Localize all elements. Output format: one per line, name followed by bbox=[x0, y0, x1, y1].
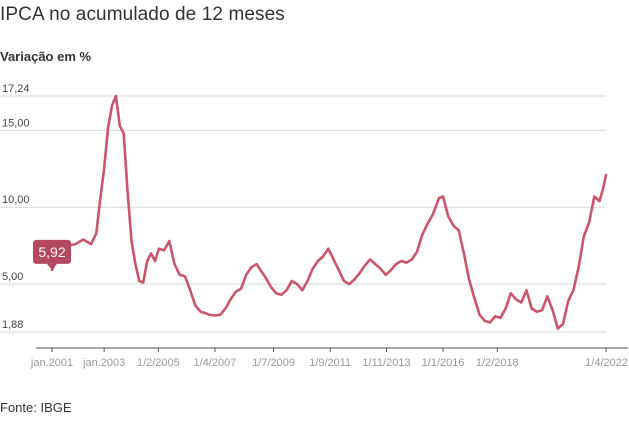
y-tick-label: 15,00 bbox=[2, 117, 30, 129]
start-value-badge-pointer bbox=[47, 263, 57, 270]
x-tick-label: 1/11/2013 bbox=[362, 357, 410, 369]
source-note: Fonte: IBGE bbox=[0, 400, 72, 415]
y-axis-label: Variação em % bbox=[0, 49, 92, 64]
x-tick-label: 1/7/2009 bbox=[252, 357, 295, 369]
grid-lines bbox=[0, 95, 606, 333]
x-tick-label: jan.2001 bbox=[30, 357, 73, 369]
x-tick-label: 1/2/2005 bbox=[137, 357, 180, 369]
x-tick-label: 1/9/2011 bbox=[309, 357, 351, 369]
y-tick-label: 17,24 bbox=[2, 83, 30, 95]
chart-canvas: 1,88 5,00 10,00 15,00 17,24 jan.2001 jan.2003… bbox=[0, 83, 628, 369]
y-tick-label: 1,88 bbox=[2, 319, 23, 331]
x-tick-label: jan.2003 bbox=[82, 357, 125, 369]
start-value-badge-bg bbox=[33, 239, 71, 264]
y-tick-labels: 1,88 5,00 10,00 15,00 17,24 bbox=[2, 83, 30, 331]
x-axis: jan.2001 jan.2003 1/2/2005 1/4/2007 1/7/2009… bbox=[30, 347, 628, 369]
x-tick-label: 1/1/2016 bbox=[422, 357, 465, 369]
y-tick-label: 10,00 bbox=[2, 194, 30, 206]
chart-title: IPCA no acumulado de 12 meses bbox=[0, 4, 285, 25]
y-tick-label: 5,00 bbox=[2, 271, 23, 283]
x-tick-label: 1/2/2018 bbox=[476, 357, 519, 369]
series-line bbox=[50, 94, 608, 330]
x-tick-label: 1/4/2022 bbox=[585, 357, 628, 369]
start-value-badge: 5,92 bbox=[33, 239, 71, 270]
series-group bbox=[50, 94, 608, 330]
start-value-label: 5,92 bbox=[38, 244, 65, 260]
x-tick-label: 1/4/2007 bbox=[194, 357, 237, 369]
